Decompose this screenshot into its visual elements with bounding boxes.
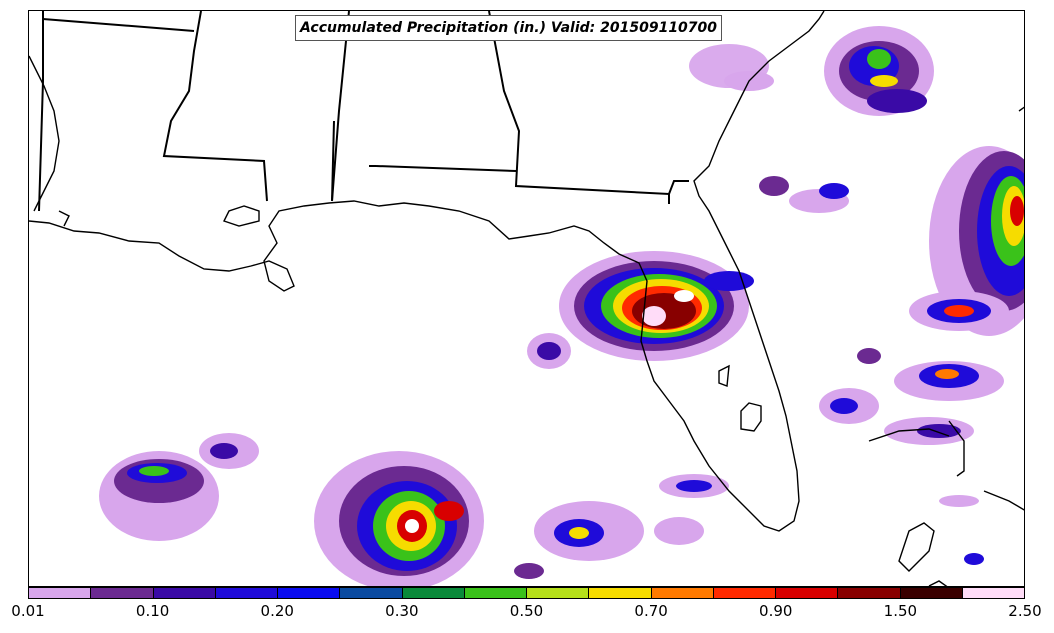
colorbar-tick-label: 0.90 [759,602,793,620]
colorbar-tick-label: 0.50 [509,602,544,620]
coastline [29,11,1024,586]
colorbar-segment [900,588,963,598]
colorbar-segment [91,588,154,598]
colorbar-segment [713,588,776,598]
colorbar-segment [278,588,341,598]
colorbar-segment [402,588,465,598]
colorbar-tick-label: 0.70 [634,602,668,620]
colorbar-tick-label: 0.01 [11,602,45,620]
colorbar-segment [589,588,652,598]
colorbar-segment [776,588,839,598]
colorbar-labels: 0.01 0.10 0.20 0.30 0.50 0.70 0.90 1.50 2.50 [0,602,1054,624]
state-borders [38,11,689,212]
colorbar [28,587,1025,599]
colorbar-tick-label: 2.50 [1008,602,1042,620]
colorbar-segment [527,588,590,598]
map-title: Accumulated Precipitation (in.) Valid: 2… [295,15,723,41]
colorbar-segment [651,588,714,598]
precipitation-field [99,26,1024,586]
colorbar-segment [340,588,403,598]
colorbar-segment [153,588,216,598]
colorbar-segment [464,588,527,598]
precipitation-map [28,10,1025,587]
colorbar-tick-label: 0.30 [385,602,419,620]
colorbar-segment [29,588,92,598]
colorbar-segment [962,588,1024,598]
map-canvas [29,11,1024,586]
colorbar-segment [838,588,901,598]
colorbar-tick-label: 1.50 [883,602,918,620]
colorbar-tick-label: 0.20 [260,602,294,620]
colorbar-tick-label: 0.10 [135,602,170,620]
colorbar-segment [215,588,278,598]
